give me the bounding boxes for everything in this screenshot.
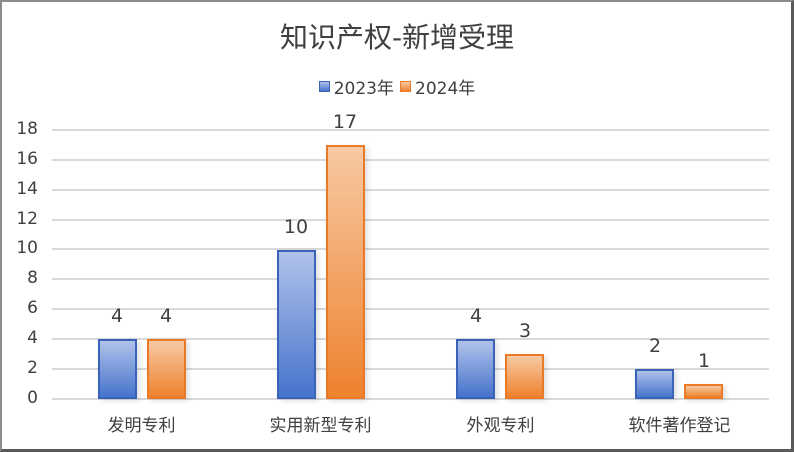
gridline: [52, 129, 769, 131]
legend: 2023年 2024年: [0, 74, 794, 99]
x-label-utility-model-patent: 实用新型专利: [269, 416, 372, 436]
y-tick: 0: [27, 388, 38, 408]
y-tick: 10: [16, 238, 38, 258]
data-label: 4: [159, 305, 173, 327]
bar-2024-3: [684, 384, 723, 399]
gridline: [52, 308, 769, 310]
y-tick: 2: [27, 358, 38, 378]
chart-title: 知识产权-新增受理: [279, 21, 515, 54]
y-tick: 12: [16, 209, 38, 229]
legend-swatch-2023: [318, 81, 330, 92]
bar-2024-0: [147, 339, 186, 399]
bar-2023-2: [456, 339, 495, 399]
gridline: [52, 278, 769, 280]
gridline: [52, 368, 769, 370]
data-label: 3: [518, 320, 532, 342]
y-tick: 14: [16, 179, 38, 199]
x-label-software-copyright: 软件著作登记: [628, 416, 731, 436]
y-tick: 18: [16, 119, 38, 139]
y-tick: 16: [16, 149, 38, 169]
bar-2023-1: [277, 250, 316, 399]
x-axis-line: [52, 398, 769, 400]
gridline: [52, 159, 769, 161]
legend-swatch-2024: [400, 81, 411, 92]
data-label: 4: [469, 305, 483, 327]
x-label-invention-patent: 发明专利: [107, 416, 176, 436]
y-tick: 4: [27, 328, 38, 348]
data-label: 17: [332, 111, 358, 133]
bar-2024-2: [505, 354, 544, 399]
x-label-design-patent: 外观专利: [466, 416, 535, 436]
gridline: [52, 248, 769, 250]
bar-2023-3: [635, 369, 674, 399]
gridline: [52, 338, 769, 340]
data-label: 1: [697, 350, 711, 372]
legend-label-2023: 2023年: [333, 79, 394, 99]
gridline: [52, 219, 769, 221]
bar-2024-1: [326, 145, 365, 399]
data-label: 10: [283, 216, 309, 238]
legend-label-2024: 2024年: [415, 79, 476, 99]
gridline: [52, 189, 769, 191]
data-label: 4: [110, 305, 124, 327]
legend-item-2023: 2023年: [318, 74, 394, 99]
data-label: 2: [648, 335, 662, 357]
legend-item-2024: 2024年: [400, 74, 475, 99]
bar-2023-0: [98, 339, 137, 399]
y-tick: 8: [27, 268, 38, 288]
y-tick: 6: [27, 298, 38, 318]
